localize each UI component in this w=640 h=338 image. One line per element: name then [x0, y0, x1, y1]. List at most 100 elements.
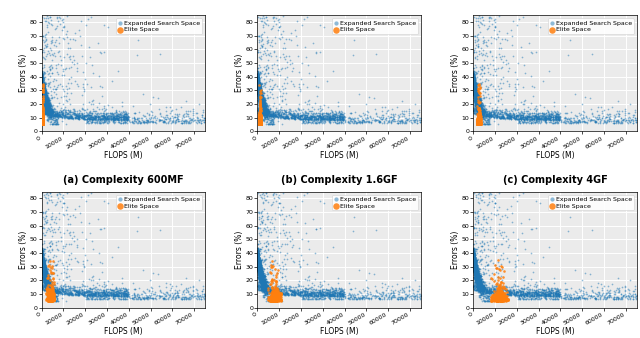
Expanded Search Space [468, 80, 479, 85]
Elite Space [269, 298, 279, 303]
Expanded Search Space [275, 112, 285, 118]
Expanded Search Space [56, 289, 66, 295]
Expanded Search Space [42, 102, 52, 107]
Expanded Search Space [72, 288, 83, 294]
Expanded Search Space [37, 256, 47, 261]
Expanded Search Space [469, 262, 479, 267]
Expanded Search Space [470, 83, 480, 88]
Expanded Search Space [37, 261, 47, 266]
Expanded Search Space [95, 292, 106, 297]
Expanded Search Space [470, 270, 481, 275]
Expanded Search Space [260, 103, 270, 108]
Expanded Search Space [564, 120, 574, 126]
Expanded Search Space [37, 250, 47, 256]
Expanded Search Space [338, 292, 348, 298]
Expanded Search Space [408, 287, 418, 292]
Elite Space [45, 296, 56, 302]
Expanded Search Space [146, 292, 156, 297]
Expanded Search Space [259, 279, 269, 284]
Expanded Search Space [93, 287, 104, 292]
Expanded Search Space [196, 118, 207, 124]
Expanded Search Space [38, 94, 48, 99]
Elite Space [38, 114, 48, 120]
Expanded Search Space [52, 111, 63, 116]
Expanded Search Space [36, 266, 47, 272]
Expanded Search Space [37, 253, 47, 259]
Expanded Search Space [294, 290, 305, 296]
Expanded Search Space [472, 266, 482, 271]
Expanded Search Space [38, 91, 49, 96]
Expanded Search Space [255, 85, 265, 90]
Expanded Search Space [48, 279, 58, 284]
Expanded Search Space [470, 106, 481, 112]
Expanded Search Space [38, 259, 48, 264]
Expanded Search Space [255, 92, 266, 97]
Expanded Search Space [38, 80, 48, 86]
Expanded Search Space [38, 89, 49, 94]
Elite Space [37, 118, 47, 123]
Elite Space [255, 121, 266, 127]
Expanded Search Space [108, 111, 118, 117]
Expanded Search Space [37, 90, 47, 96]
Expanded Search Space [325, 117, 335, 123]
Expanded Search Space [49, 83, 60, 89]
Elite Space [255, 117, 265, 123]
Expanded Search Space [256, 211, 266, 216]
Expanded Search Space [82, 120, 92, 125]
Expanded Search Space [468, 261, 479, 266]
Expanded Search Space [133, 119, 143, 125]
Expanded Search Space [253, 259, 264, 264]
Expanded Search Space [84, 285, 95, 290]
Expanded Search Space [468, 74, 479, 80]
Expanded Search Space [253, 254, 263, 260]
Expanded Search Space [471, 270, 481, 275]
Expanded Search Space [323, 290, 333, 296]
Expanded Search Space [38, 263, 49, 269]
Expanded Search Space [36, 78, 47, 83]
Expanded Search Space [470, 267, 480, 273]
Expanded Search Space [43, 225, 53, 231]
Elite Space [269, 297, 279, 303]
Elite Space [44, 296, 54, 302]
Expanded Search Space [253, 72, 263, 78]
Expanded Search Space [259, 108, 269, 113]
Expanded Search Space [37, 254, 47, 259]
Expanded Search Space [596, 281, 607, 286]
Expanded Search Space [313, 283, 323, 288]
Expanded Search Space [45, 282, 56, 288]
Expanded Search Space [260, 229, 271, 234]
Expanded Search Space [294, 292, 305, 297]
Expanded Search Space [544, 287, 554, 293]
Expanded Search Space [42, 287, 52, 293]
Expanded Search Space [471, 270, 481, 275]
Expanded Search Space [39, 276, 49, 282]
Expanded Search Space [99, 289, 109, 294]
Expanded Search Space [471, 103, 481, 108]
Expanded Search Space [41, 277, 51, 283]
Expanded Search Space [253, 92, 263, 97]
Expanded Search Space [36, 74, 47, 80]
Expanded Search Space [253, 79, 263, 84]
Expanded Search Space [61, 114, 71, 120]
Expanded Search Space [335, 117, 345, 122]
Expanded Search Space [259, 118, 269, 124]
Expanded Search Space [79, 263, 89, 268]
Expanded Search Space [474, 282, 484, 287]
Expanded Search Space [468, 78, 479, 83]
Expanded Search Space [36, 248, 47, 254]
Elite Space [472, 120, 483, 126]
Expanded Search Space [257, 276, 267, 281]
Expanded Search Space [256, 92, 266, 98]
Elite Space [493, 294, 503, 299]
Expanded Search Space [470, 270, 481, 275]
Expanded Search Space [38, 91, 48, 97]
Expanded Search Space [298, 112, 308, 117]
Expanded Search Space [477, 283, 487, 288]
Expanded Search Space [549, 275, 559, 281]
Expanded Search Space [474, 100, 484, 106]
Expanded Search Space [40, 273, 51, 278]
Expanded Search Space [470, 268, 480, 273]
Expanded Search Space [533, 291, 543, 296]
Expanded Search Space [502, 115, 513, 120]
Expanded Search Space [66, 115, 76, 120]
